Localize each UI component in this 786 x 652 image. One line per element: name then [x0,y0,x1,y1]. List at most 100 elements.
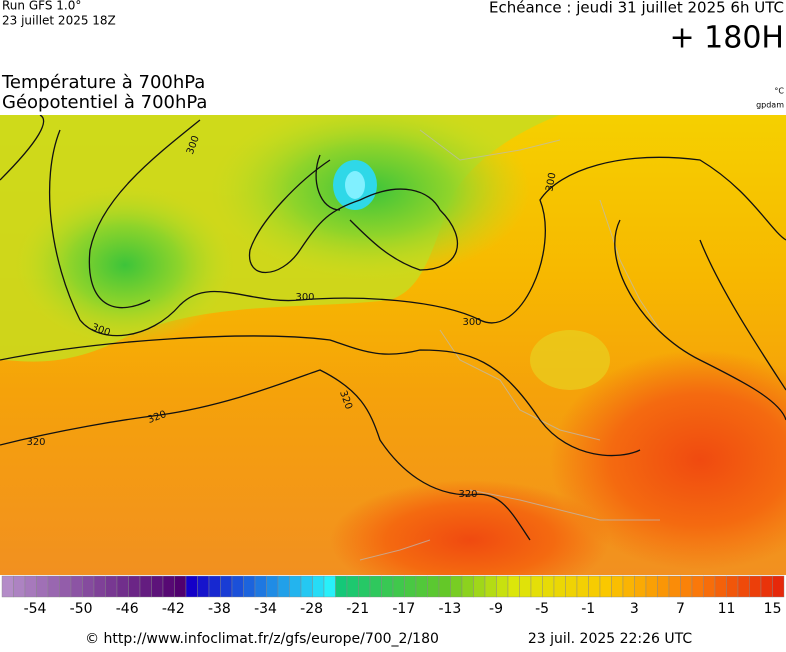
title-geopotential: Géopotentiel à 700hPa [2,92,207,113]
colorbar-label: -38 [208,601,231,617]
swatch [335,575,348,598]
swatch [105,575,118,598]
swatch [36,575,49,598]
contour-label: 320 [458,489,477,500]
swatch [47,575,60,598]
valid-time: Echéance : jeudi 31 juillet 2025 6h UTC [489,0,784,17]
swatch [139,575,152,598]
swatch [588,575,601,598]
colorbar-label: -9 [489,601,503,617]
swatch [691,575,704,598]
run: Run GFS 1.0° [2,0,81,13]
swatch [404,575,417,598]
contour-label: 300 [544,172,558,193]
swatch [13,575,26,598]
swatch [1,575,14,598]
swatch [174,575,187,598]
colorbar-label: -50 [70,601,93,617]
swatch [220,575,233,598]
swatch [438,575,451,598]
swatch [346,575,359,598]
swatch [289,575,302,598]
swatch [668,575,681,598]
swatch [680,575,693,598]
swatch [381,575,394,598]
swatch [576,575,589,598]
swatch [312,575,325,598]
colorbar-label: 7 [676,601,685,617]
swatch [300,575,313,598]
contour-label: 320 [26,437,45,448]
title-temperature: Température à 700hPa [1,72,205,93]
swatch [231,575,244,598]
colorbar-label: -28 [300,601,323,617]
swatch [484,575,497,598]
swatch [59,575,72,598]
swatch [622,575,635,598]
swatch [726,575,739,598]
swatch [82,575,95,598]
contour-label: 300 [462,317,481,328]
colorbar-label: -34 [254,601,277,617]
swatch [70,575,83,598]
colorbar-label: 3 [630,601,639,617]
unit-temperature: °C [774,87,784,96]
colorbar-label: -42 [162,601,185,617]
swatch [749,575,762,598]
generated: 23 juil. 2025 22:26 UTC [528,631,693,647]
swatch [208,575,221,598]
swatch [657,575,670,598]
swatch [323,575,336,598]
swatch [496,575,509,598]
contour-label: 300 [295,292,314,303]
swatch [243,575,256,598]
colorbar-label: -46 [116,601,139,617]
swatch [151,575,164,598]
swatch [599,575,612,598]
swatch [542,575,555,598]
swatch [473,575,486,598]
lead-time: + 180H [670,21,785,56]
colorbar-label: -13 [438,601,461,617]
swatch [611,575,624,598]
swatch [128,575,141,598]
swatch [450,575,463,598]
swatch [162,575,175,598]
swatch [760,575,773,598]
unit-geopotential: gpdam [756,101,784,110]
swatch [369,575,382,598]
swatch [530,575,543,598]
colorbar-label: 15 [764,601,782,617]
swatch [634,575,647,598]
swatch [737,575,750,598]
colorbar: -54 -50 -46 -42 -38 -34 -28 -21 -17 -13 -9 -5 -1 3 7 11… [1,575,785,617]
swatch [772,575,785,598]
run-date: 23 juillet 2025 18Z [2,14,116,28]
swatch [185,575,198,598]
swatch [197,575,210,598]
swatch [714,575,727,598]
source: © http://www.infoclimat.fr/z/gfs/europe/… [85,631,439,647]
swatch [461,575,474,598]
swatch [93,575,106,598]
colorbar-label: -5 [535,601,549,617]
colorbar-label: -1 [581,601,595,617]
colorbar-label: -21 [346,601,369,617]
colorbar-label: 11 [718,601,736,617]
swatch [277,575,290,598]
swatch [565,575,578,598]
colorbar-label: -17 [392,601,415,617]
swatch [645,575,658,598]
swatch [116,575,129,598]
swatch [427,575,440,598]
swatch [553,575,566,598]
swatch [392,575,405,598]
colorbar-label: -54 [24,601,47,617]
swatch [519,575,532,598]
swatch [266,575,279,598]
swatch [415,575,428,598]
swatch [254,575,267,598]
swatch [507,575,520,598]
